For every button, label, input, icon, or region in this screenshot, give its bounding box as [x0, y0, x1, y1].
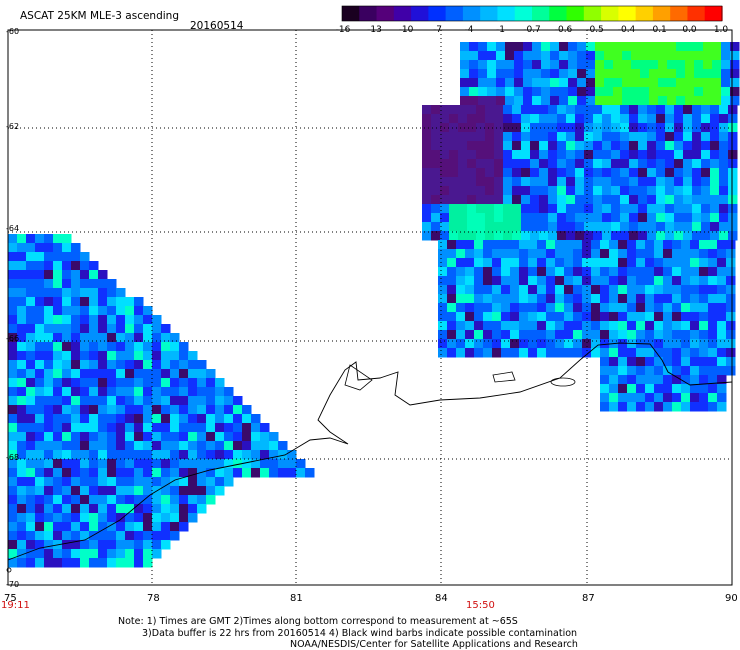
colorbar-swatch: [618, 6, 637, 21]
colorbar-swatch: [393, 6, 412, 21]
colorbar-swatch: [342, 6, 360, 21]
time-label-middle: 15:50: [466, 600, 495, 611]
mle-swaths: [8, 42, 740, 568]
lat-label-68: -68: [6, 453, 20, 462]
lon-label-81: 81: [290, 593, 303, 604]
colorbar-swatch: [704, 6, 723, 21]
colorbar-swatch: [566, 6, 585, 21]
colorbar-label: -0.1: [649, 25, 667, 35]
note-line-3: NOAA/NESDIS/Center for Satellite Applica…: [290, 639, 578, 650]
colorbar-label: -13: [367, 25, 382, 35]
lon-label-90: 90: [725, 593, 738, 604]
colorbar-label: -4: [464, 25, 474, 35]
colorbar-swatch: [652, 6, 671, 21]
note-line-1: Note: 1) Times are GMT 2)Times along bot…: [118, 616, 518, 627]
colorbar-swatch: [583, 6, 602, 21]
lat-label-64: -64: [6, 224, 20, 233]
colorbar-swatch: [670, 6, 689, 21]
colorbar-label: 0.0: [682, 25, 697, 35]
map-date: 20160514: [190, 20, 244, 32]
colorbar-label: -0.6: [554, 25, 573, 35]
colorbar-label: -0.7: [523, 25, 541, 35]
lat-lon-grid: [8, 30, 732, 585]
lon-label-84: 84: [435, 593, 448, 604]
colorbar-swatch: [549, 6, 568, 21]
colorbar-swatch: [601, 6, 619, 21]
colorbar-swatch: [532, 6, 550, 21]
colorbar-swatch: [462, 6, 481, 21]
colorbar-label: -16: [335, 25, 351, 35]
colorbar-swatch: [359, 6, 378, 21]
colorbar-label: -0.4: [617, 25, 636, 35]
lat-label-70: -70: [6, 580, 20, 589]
lat-label-66: -66: [6, 334, 20, 343]
lat-label-62: -62: [6, 122, 20, 131]
colorbar-swatch: [445, 6, 464, 21]
lon-label-75: 75: [4, 593, 17, 604]
colorbar-label: -7: [433, 25, 442, 35]
colorbar-swatch: [411, 6, 429, 21]
colorbar-swatch: [687, 6, 706, 21]
map-title: ASCAT 25KM MLE-3 ascending: [20, 10, 179, 22]
colorbar-swatch: [635, 6, 654, 21]
colorbar-swatch: [428, 6, 447, 21]
colorbar-label: -0.5: [586, 25, 604, 35]
coastline: [6, 342, 733, 573]
colorbar-swatch: [497, 6, 516, 21]
time-label-left: 19:11: [1, 600, 30, 611]
colorbar-swatch: [514, 6, 533, 21]
colorbar-swatch: [480, 6, 499, 21]
lon-label-78: 78: [147, 593, 160, 604]
plot-frame: [7, 29, 733, 586]
lat-label-60: -60: [6, 27, 20, 36]
colorbar-label: 1.0: [713, 25, 729, 35]
note-line-2: 3)Data buffer is 22 hrs from 20160514 4)…: [142, 628, 578, 639]
colorbar-label: -10: [398, 25, 414, 35]
colorbar-label: -1: [496, 25, 505, 35]
lon-label-87: 87: [582, 593, 595, 604]
colorbar: [341, 5, 723, 22]
colorbar-swatch: [376, 6, 395, 21]
